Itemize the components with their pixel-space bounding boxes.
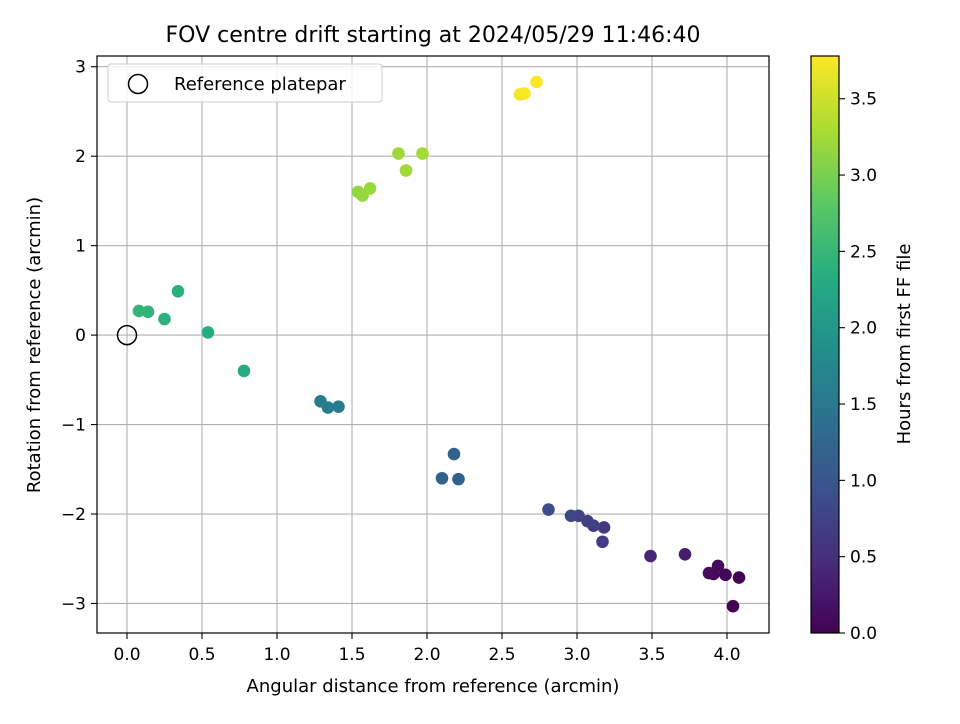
data-point bbox=[158, 312, 171, 326]
data-point bbox=[564, 509, 578, 523]
data-point bbox=[452, 472, 465, 486]
y-tick-label: 3 bbox=[75, 58, 86, 78]
data-point bbox=[392, 147, 405, 160]
data-point bbox=[644, 549, 657, 563]
x-tick-label: 0.5 bbox=[188, 645, 215, 665]
x-axis-label: Angular distance from reference (arcmin) bbox=[247, 676, 620, 697]
colorbar-tick-label: 0.0 bbox=[850, 624, 877, 644]
colorbar-tick-label: 2.5 bbox=[850, 242, 877, 262]
y-tick-label: −3 bbox=[61, 594, 86, 614]
data-point bbox=[332, 400, 345, 413]
x-tick-label: 2.0 bbox=[413, 645, 440, 665]
data-point bbox=[726, 599, 740, 613]
legend-label: Reference platepar bbox=[174, 74, 346, 95]
y-tick-label: 1 bbox=[75, 237, 86, 257]
data-point bbox=[596, 535, 609, 549]
data-point bbox=[678, 547, 692, 561]
x-tick-label: 2.5 bbox=[488, 645, 515, 665]
x-tick-label: 3.0 bbox=[563, 645, 590, 665]
x-tick-label: 0.0 bbox=[113, 645, 140, 665]
data-point bbox=[702, 566, 716, 580]
data-point bbox=[732, 571, 746, 584]
y-axis-ticks: −3 −2 −1 0 1 2 3 bbox=[61, 58, 97, 614]
y-tick-label: −2 bbox=[61, 505, 86, 525]
data-point bbox=[542, 503, 555, 516]
data-point bbox=[237, 364, 251, 378]
colorbar-tick-label: 2.0 bbox=[850, 319, 877, 339]
x-tick-label: 3.5 bbox=[638, 645, 665, 665]
data-point bbox=[171, 284, 185, 298]
data-point bbox=[711, 559, 725, 573]
data-point bbox=[363, 182, 377, 195]
data-point bbox=[416, 147, 429, 160]
x-tick-label: 1.5 bbox=[338, 645, 365, 665]
x-tick-label: 1.0 bbox=[263, 645, 290, 665]
data-point bbox=[518, 87, 531, 100]
data-point bbox=[201, 326, 215, 339]
colorbar-label: Hours from first FF file bbox=[894, 244, 915, 445]
reference-platepar-marker bbox=[116, 324, 138, 346]
colorbar-tick-label: 1.5 bbox=[850, 395, 877, 415]
x-tick-label: 4.0 bbox=[713, 645, 740, 665]
colorbar-tick-label: 3.5 bbox=[850, 90, 877, 110]
data-point bbox=[719, 568, 732, 582]
plot-frame bbox=[96, 55, 770, 634]
data-points bbox=[132, 75, 746, 613]
data-point bbox=[447, 447, 461, 461]
chart-title: FOV centre drift starting at 2024/05/29 … bbox=[166, 23, 701, 48]
colorbar: 0.0 0.5 1.0 1.5 2.0 2.5 3.0 3.5 Hours from firs… bbox=[810, 55, 915, 644]
colorbar-gradient bbox=[810, 55, 840, 634]
legend-box bbox=[107, 63, 383, 103]
colorbar-ticks: 0.0 0.5 1.0 1.5 2.0 2.5 3.0 3.5 bbox=[839, 90, 877, 644]
grid-lines bbox=[97, 56, 769, 633]
data-point bbox=[314, 395, 327, 408]
data-point bbox=[530, 75, 543, 89]
y-axis-label: Rotation from reference (arcmin) bbox=[24, 197, 45, 493]
data-point bbox=[399, 164, 413, 177]
data-point bbox=[597, 521, 611, 534]
legend-marker-open-circle bbox=[127, 73, 149, 95]
x-axis-ticks: 0.0 0.5 1.0 1.5 2.0 2.5 3.0 3.5 4.0 bbox=[113, 633, 741, 665]
colorbar-tick-label: 1.0 bbox=[850, 471, 877, 491]
data-point bbox=[435, 471, 449, 485]
colorbar-tick-label: 3.0 bbox=[850, 166, 877, 186]
colorbar-tick-label: 0.5 bbox=[850, 548, 877, 568]
data-point bbox=[132, 304, 146, 318]
legend: Reference platepar bbox=[107, 63, 383, 103]
y-tick-label: 2 bbox=[75, 147, 86, 167]
y-tick-label: 0 bbox=[75, 326, 86, 346]
y-tick-label: −1 bbox=[61, 416, 86, 436]
